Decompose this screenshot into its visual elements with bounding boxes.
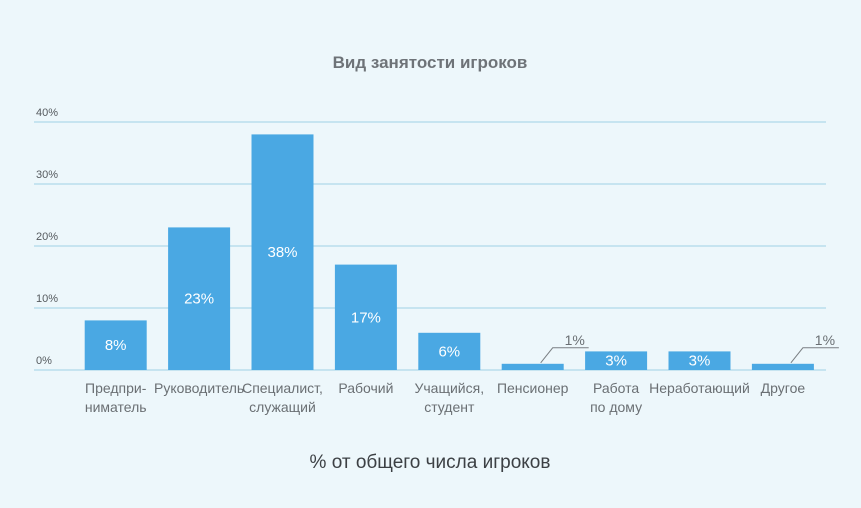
bar: [668, 351, 731, 370]
category-label: Предпри-ниматель: [85, 380, 147, 415]
data-label: 1%: [565, 332, 585, 348]
data-label: 3%: [605, 353, 627, 370]
bar: [334, 264, 397, 370]
bar: [751, 363, 814, 370]
category-label: Руководитель: [154, 380, 244, 396]
bar: [585, 351, 648, 370]
data-label: 38%: [267, 244, 297, 261]
category-label: Пенсионер: [497, 380, 569, 396]
category-label: Неработающий: [649, 380, 750, 396]
bars: [84, 134, 814, 370]
chart-title: Вид занятости игроков: [333, 53, 528, 72]
callout-line: [790, 347, 839, 364]
y-tick-label: 40%: [36, 107, 58, 119]
category-label: Учащийся, студент: [414, 380, 484, 415]
data-label: 8%: [105, 337, 127, 354]
bar: [84, 320, 147, 370]
y-tick-label: 30%: [36, 169, 58, 181]
bar: [418, 332, 481, 370]
category-label: Другое: [761, 380, 806, 396]
category-label: Работа по дому: [590, 380, 642, 415]
data-label: 1%: [815, 332, 835, 348]
y-tick-label: 20%: [36, 231, 58, 243]
data-label: 17%: [351, 309, 381, 326]
category-label: Рабочий: [338, 380, 393, 396]
y-tick-label: 0%: [36, 355, 52, 367]
y-tick-label: 10%: [36, 293, 58, 305]
data-labels: 8% 23% 38% 17% 6% 1% 3% 3% 1%: [105, 244, 839, 370]
data-label: 6%: [438, 343, 460, 360]
data-label: 23%: [184, 291, 214, 308]
y-axis-ticks: 0% 10% 20% 30% 40%: [36, 107, 58, 367]
callout-line: [540, 347, 589, 364]
bar: [501, 363, 564, 370]
data-label: 3%: [689, 353, 711, 370]
category-label: Специалист, служащий: [242, 380, 323, 415]
bar: [251, 134, 314, 370]
x-axis-title: % от общего числа игроков: [310, 452, 551, 473]
bar: [168, 227, 231, 370]
